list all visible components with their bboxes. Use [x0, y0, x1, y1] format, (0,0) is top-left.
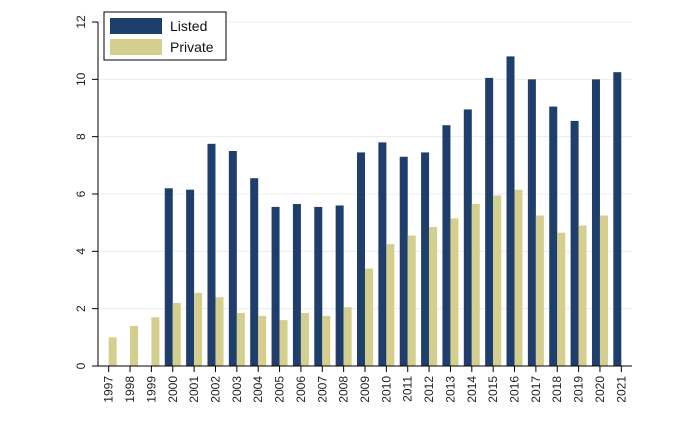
x-tick-label: 2016 [508, 376, 522, 403]
bar-private-1999 [151, 317, 160, 366]
x-tick-label: 2001 [187, 376, 201, 403]
axes: 0 2 4 6 8 10 12 1997 1998 1999 2000 2001 2002 2003 200… [74, 15, 632, 403]
x-tick-label: 2006 [294, 376, 308, 403]
y-tick-label: 6 [74, 190, 88, 197]
bar-listed-2011 [399, 156, 408, 366]
bar-listed-2005 [271, 206, 280, 366]
x-tick-label: 2000 [166, 376, 180, 403]
x-tick-label: 2007 [315, 376, 329, 403]
bars [108, 56, 622, 367]
bar-listed-2008 [335, 205, 344, 366]
x-tick-label: 2008 [337, 376, 351, 403]
bar-private-2004 [258, 315, 267, 366]
y-tick-label: 2 [74, 305, 88, 312]
x-tick-label: 2015 [486, 376, 500, 403]
bar-listed-2014 [463, 109, 472, 366]
y-tick-label: 8 [74, 133, 88, 140]
bar-listed-2007 [314, 206, 323, 366]
bar-private-2000 [172, 302, 181, 366]
bar-listed-2015 [485, 77, 494, 367]
x-tick-label: 1998 [123, 376, 137, 403]
bar-private-2007 [322, 315, 331, 366]
legend: Listed Private [103, 11, 227, 61]
legend-swatch-listed [110, 18, 162, 34]
bar-listed-2003 [228, 151, 237, 366]
bar-listed-2002 [207, 143, 216, 366]
x-tick-label: 2018 [550, 376, 564, 403]
bar-private-2008 [343, 307, 352, 366]
y-tick-label: 12 [74, 15, 88, 29]
bar-private-2012 [429, 226, 438, 366]
bar-private-2003 [236, 312, 245, 366]
x-tick-label: 2010 [379, 376, 393, 403]
legend-label-listed: Listed [170, 18, 207, 34]
bar-private-2011 [407, 235, 416, 366]
bar-private-1997 [108, 337, 117, 366]
bar-private-2020 [599, 215, 608, 366]
bar-private-2014 [471, 204, 480, 366]
bar-private-2018 [557, 232, 566, 366]
bar-listed-2019 [570, 120, 579, 367]
bar-private-2001 [194, 292, 203, 366]
bar-listed-2020 [591, 79, 600, 366]
x-tick-label: 2014 [465, 376, 479, 403]
bar-private-2006 [300, 312, 309, 366]
x-tick-label: 2005 [273, 376, 287, 403]
bar-listed-2016 [506, 56, 515, 367]
x-tick-label: 2020 [593, 376, 607, 403]
bar-listed-2004 [250, 178, 259, 366]
bar-listed-2006 [292, 204, 301, 366]
x-tick-label: 1999 [144, 376, 158, 403]
x-tick-label: 2013 [443, 376, 457, 403]
y-tick-label: 10 [74, 72, 88, 86]
x-tick-label: 2004 [251, 376, 265, 403]
bar-listed-2013 [442, 125, 451, 366]
bar-private-2016 [514, 189, 523, 366]
x-tick-label: 2017 [529, 376, 543, 403]
x-tick-label: 2002 [208, 376, 222, 403]
x-tick-label: 2009 [358, 376, 372, 403]
bar-private-2015 [493, 195, 502, 366]
bar-listed-2021 [613, 72, 622, 367]
bar-listed-2000 [164, 188, 173, 366]
bar-private-2017 [535, 215, 544, 366]
bar-listed-2018 [549, 106, 558, 367]
bar-listed-2009 [357, 152, 365, 366]
bar-private-2009 [365, 268, 373, 366]
bar-listed-2001 [186, 189, 195, 366]
y-tick-label: 0 [74, 362, 88, 369]
bar-private-1998 [130, 325, 139, 366]
x-tick-label: 2021 [614, 376, 628, 403]
x-tick-label: 2012 [422, 376, 436, 403]
y-tick-label: 4 [74, 248, 88, 255]
x-tick-label: 2019 [572, 376, 586, 403]
bar-listed-2017 [527, 79, 536, 366]
bar-listed-2012 [421, 152, 430, 366]
x-tick-label: 1997 [102, 376, 116, 403]
bar-private-2005 [279, 320, 288, 366]
bar-private-2013 [450, 218, 459, 366]
x-tick-label: 2011 [401, 376, 415, 402]
bar-private-2010 [386, 244, 395, 366]
bar-private-2002 [215, 297, 224, 366]
legend-label-private: Private [170, 39, 214, 55]
bar-listed-2010 [378, 142, 387, 366]
legend-swatch-private [110, 39, 162, 55]
x-tick-label: 2003 [230, 376, 244, 403]
bar-private-2019 [578, 225, 587, 366]
